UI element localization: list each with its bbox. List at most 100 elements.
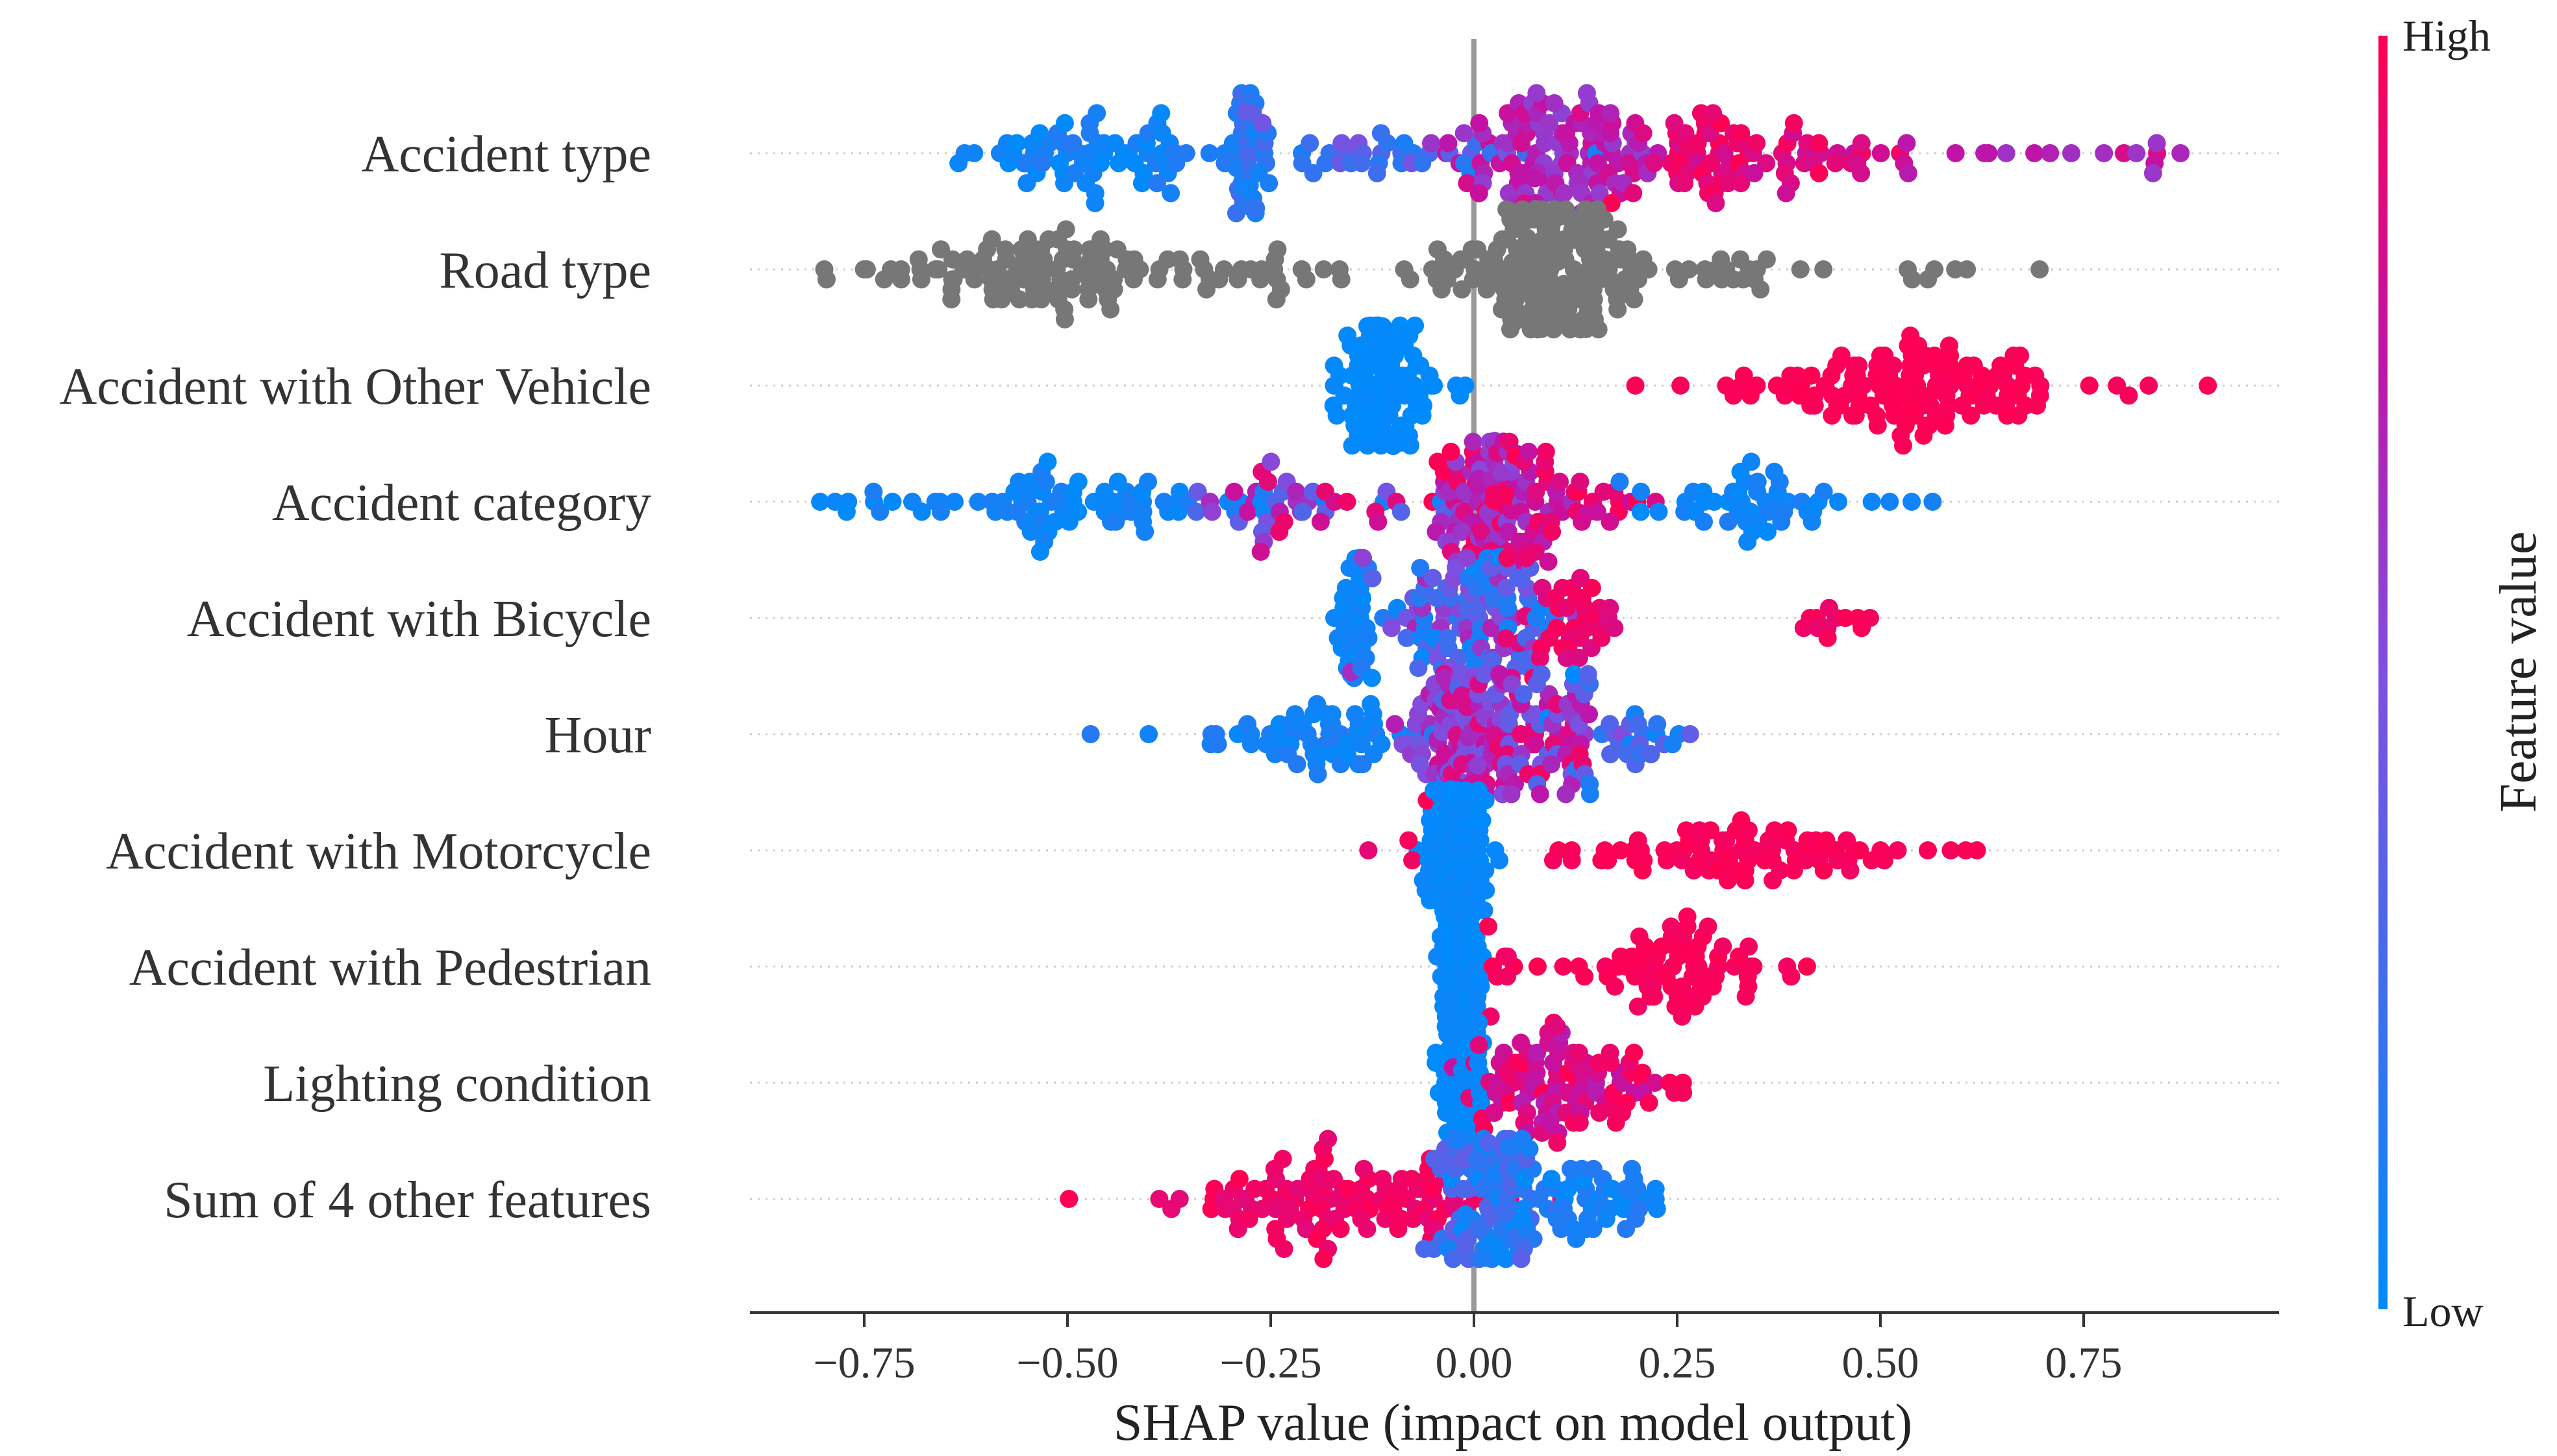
shap-point [1578, 665, 1597, 684]
shap-point [1810, 134, 1828, 153]
shap-point [1358, 1220, 1377, 1239]
shap-point [1308, 695, 1327, 713]
shap-point [1457, 549, 1476, 567]
shap-point [1601, 598, 1619, 617]
shap-point [1517, 549, 1536, 567]
x-tick-label: −0.25 [1219, 1338, 1321, 1387]
shap-point [1740, 937, 1758, 956]
shap-point [1577, 84, 1596, 103]
shap-point [1140, 725, 1158, 743]
feature-label: Accident with Other Vehicle [59, 358, 651, 415]
shap-point [1614, 1200, 1633, 1218]
shap-point [1592, 628, 1611, 647]
shap-point [2011, 346, 2030, 365]
shap-point [1703, 977, 1722, 996]
shap-point [1454, 124, 1473, 143]
shap-point [1902, 493, 1921, 511]
shap-point [1649, 502, 1668, 521]
shap-point [1542, 1170, 1561, 1189]
shap-point [1046, 512, 1065, 531]
shap-point [1777, 184, 1795, 203]
shap-point [1456, 852, 1475, 871]
colorbar-title: Feature value [2490, 531, 2547, 812]
shap-point [1657, 851, 1676, 870]
shap-point [1631, 502, 1650, 521]
shap-point [1498, 549, 1517, 567]
shap-point [1704, 104, 1723, 123]
shap-point [1617, 1220, 1635, 1239]
shap-point [1628, 997, 1647, 1016]
shap-point [1501, 268, 1519, 287]
shap-point [1919, 270, 1938, 289]
shap-point [1470, 114, 1489, 132]
shap-point [1634, 250, 1653, 269]
shap-point [2171, 144, 2190, 162]
shap-point [871, 502, 890, 521]
shap-point [1251, 543, 1270, 561]
shap-point [1608, 300, 1627, 319]
shap-point [1353, 735, 1371, 754]
shap-point [1247, 199, 1266, 217]
shap-point [1423, 569, 1442, 587]
shap-point [1634, 124, 1653, 143]
shap-point [1647, 1200, 1666, 1218]
shap-point [1086, 194, 1104, 212]
shap-point [1514, 685, 1533, 704]
shap-point [1677, 821, 1695, 840]
shap-point [1736, 871, 1754, 890]
feature-row-points [1060, 1129, 1666, 1268]
shap-point [2026, 366, 2045, 385]
shap-point [1314, 1250, 1333, 1268]
shap-point [1441, 443, 1460, 461]
shap-point [1343, 436, 1362, 455]
shap-point [837, 502, 856, 521]
shap-point [1624, 184, 1643, 203]
shap-point [932, 240, 950, 259]
shap-point [2025, 144, 2044, 162]
feature-labels: Accident type Road type Accident with Othe… [59, 126, 651, 1229]
shap-point [1038, 452, 1057, 471]
shap-point [1225, 482, 1243, 501]
x-axis-ticks: −0.75 −0.50 −0.25 0.00 0.25 0.50 0.75 [813, 1313, 2123, 1387]
shap-point [1425, 1240, 1443, 1258]
x-tick-label: 0.50 [1842, 1338, 1919, 1387]
shap-point [912, 502, 931, 521]
colorbar-low-label: Low [2402, 1287, 2484, 1336]
shap-point [1502, 785, 1521, 804]
shap-point [1732, 174, 1751, 193]
shap-point [1173, 270, 1192, 289]
shap-point [1919, 841, 1937, 859]
shap-point [1010, 290, 1029, 309]
shap-point [1475, 665, 1493, 684]
shap-point [1747, 376, 1766, 395]
shap-point [1680, 260, 1698, 278]
shap-point [1382, 338, 1401, 357]
shap-point [1554, 957, 1573, 976]
x-tick-label: −0.75 [813, 1338, 915, 1387]
shap-point [1645, 987, 1664, 1006]
shap-point [1570, 1113, 1589, 1132]
shap-point [1428, 240, 1447, 259]
shap-point [1814, 260, 1833, 278]
shap-point [1395, 134, 1414, 153]
shap-point [1633, 1063, 1652, 1082]
shap-point [1091, 154, 1110, 173]
shap-point [1830, 396, 1849, 415]
shap-point [1485, 1104, 1504, 1122]
x-tick-label: 0.00 [1436, 1338, 1513, 1387]
shap-point [1150, 1190, 1169, 1208]
shap-point [1065, 240, 1083, 259]
shap-point [1802, 512, 1821, 531]
shap-point [1788, 366, 1807, 385]
shap-point [1832, 346, 1851, 365]
shap-point [1382, 619, 1401, 637]
shap-point [944, 270, 963, 289]
shap-point [1088, 104, 1106, 123]
shap-point [1888, 841, 1907, 859]
shap-point [1675, 174, 1694, 193]
feature-row-points [1081, 664, 1699, 804]
shap-point [929, 260, 948, 278]
shap-point [1519, 443, 1538, 461]
shap-point [932, 502, 950, 521]
shap-point [1532, 665, 1551, 684]
